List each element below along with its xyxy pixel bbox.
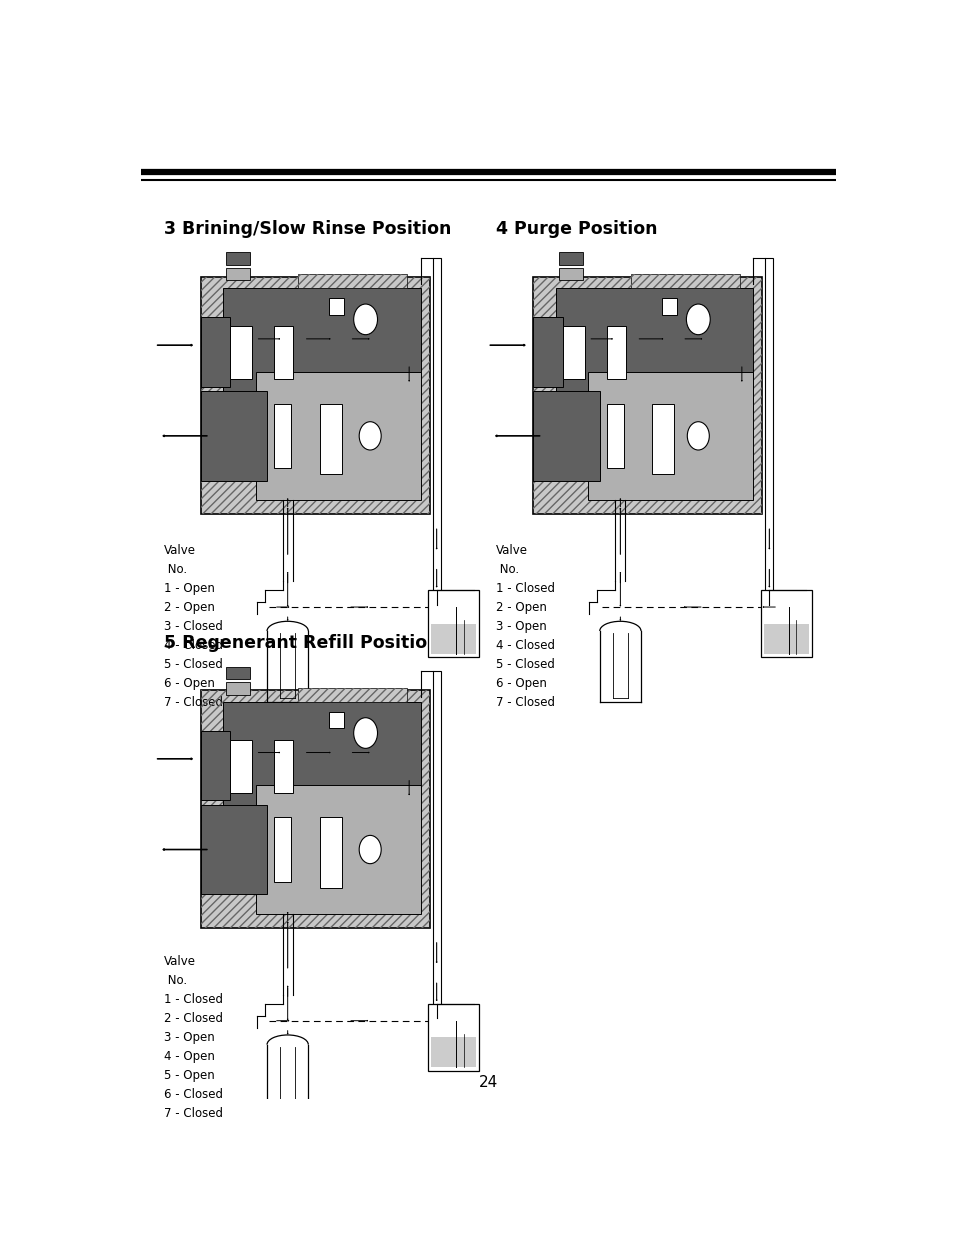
Text: 1 - Closed: 1 - Closed bbox=[496, 582, 555, 595]
Bar bbox=[431, 624, 476, 653]
Text: 4 - Closed: 4 - Closed bbox=[496, 638, 555, 652]
Circle shape bbox=[354, 304, 377, 335]
Circle shape bbox=[686, 421, 709, 450]
Bar bbox=[760, 590, 811, 657]
Bar bbox=[631, 274, 739, 289]
Text: 24: 24 bbox=[478, 1074, 498, 1089]
Text: 2 - Open: 2 - Open bbox=[164, 601, 214, 614]
Bar bbox=[200, 690, 430, 927]
Circle shape bbox=[354, 718, 377, 748]
Circle shape bbox=[359, 835, 381, 863]
Circle shape bbox=[359, 421, 381, 450]
Bar bbox=[428, 1004, 478, 1071]
Bar bbox=[432, 258, 440, 605]
Bar bbox=[298, 274, 406, 289]
Text: 4 Purge Position: 4 Purge Position bbox=[496, 220, 658, 237]
Bar bbox=[432, 672, 440, 1019]
Bar bbox=[298, 274, 406, 289]
Bar bbox=[298, 688, 406, 703]
Text: 5 Regenerant Refill Position: 5 Regenerant Refill Position bbox=[164, 635, 438, 652]
Bar bbox=[428, 590, 478, 657]
Text: No.: No. bbox=[496, 563, 518, 576]
Text: 6 - Open: 6 - Open bbox=[164, 677, 214, 690]
Bar bbox=[274, 818, 291, 882]
Text: 7 - Closed: 7 - Closed bbox=[496, 697, 555, 709]
Bar bbox=[533, 277, 761, 514]
Bar bbox=[230, 326, 252, 379]
Text: 3 - Open: 3 - Open bbox=[496, 620, 546, 632]
Bar bbox=[274, 404, 291, 468]
Bar bbox=[200, 690, 430, 927]
Bar bbox=[200, 277, 430, 514]
Text: 1 - Closed: 1 - Closed bbox=[164, 993, 222, 1005]
Bar bbox=[200, 804, 267, 894]
Bar bbox=[319, 404, 341, 474]
Bar bbox=[606, 326, 625, 379]
Bar bbox=[200, 277, 430, 514]
Bar bbox=[329, 298, 343, 315]
Text: 2 - Open: 2 - Open bbox=[496, 601, 547, 614]
Bar bbox=[606, 404, 623, 468]
Bar bbox=[223, 703, 420, 829]
Text: Valve: Valve bbox=[164, 543, 195, 557]
Bar bbox=[533, 317, 562, 387]
Text: No.: No. bbox=[164, 563, 187, 576]
Bar bbox=[762, 624, 808, 653]
Bar bbox=[223, 289, 420, 415]
Text: 6 - Open: 6 - Open bbox=[496, 677, 547, 690]
Bar bbox=[255, 785, 420, 914]
Text: 5 - Open: 5 - Open bbox=[164, 1068, 214, 1082]
Bar bbox=[226, 667, 250, 679]
Text: 7 - Closed: 7 - Closed bbox=[164, 697, 222, 709]
Text: 5 - Closed: 5 - Closed bbox=[164, 658, 222, 671]
Bar bbox=[558, 268, 582, 280]
Bar bbox=[230, 740, 252, 793]
Bar bbox=[274, 740, 294, 793]
Bar bbox=[588, 372, 753, 500]
Bar bbox=[319, 818, 341, 888]
Bar bbox=[764, 258, 773, 605]
Bar bbox=[533, 391, 599, 480]
Text: Valve: Valve bbox=[164, 955, 195, 967]
Bar bbox=[431, 1037, 476, 1067]
Text: 4 - Closed: 4 - Closed bbox=[164, 638, 222, 652]
Bar bbox=[329, 711, 343, 729]
Text: 7 - Closed: 7 - Closed bbox=[164, 1107, 222, 1120]
Bar bbox=[558, 252, 582, 264]
Bar bbox=[562, 326, 584, 379]
Text: 1 - Open: 1 - Open bbox=[164, 582, 214, 595]
Bar bbox=[226, 682, 250, 694]
Bar bbox=[274, 326, 294, 379]
Bar bbox=[661, 298, 676, 315]
Text: No.: No. bbox=[164, 973, 187, 987]
Bar bbox=[226, 268, 250, 280]
Text: Valve: Valve bbox=[496, 543, 528, 557]
Bar bbox=[200, 391, 267, 480]
Bar bbox=[533, 277, 761, 514]
Text: 4 - Open: 4 - Open bbox=[164, 1050, 214, 1062]
Text: 3 Brining/Slow Rinse Position: 3 Brining/Slow Rinse Position bbox=[164, 220, 451, 237]
Text: 6 - Closed: 6 - Closed bbox=[164, 1088, 222, 1100]
Bar bbox=[200, 317, 230, 387]
Text: 3 - Closed: 3 - Closed bbox=[164, 620, 222, 632]
Bar bbox=[631, 274, 739, 289]
Bar bbox=[200, 731, 230, 800]
Text: 5 - Closed: 5 - Closed bbox=[496, 658, 555, 671]
Bar bbox=[298, 688, 406, 703]
Bar bbox=[556, 289, 753, 415]
Bar bbox=[255, 372, 420, 500]
Bar bbox=[652, 404, 674, 474]
Text: 2 - Closed: 2 - Closed bbox=[164, 1011, 222, 1025]
Text: 3 - Open: 3 - Open bbox=[164, 1031, 214, 1044]
Bar bbox=[226, 252, 250, 264]
Circle shape bbox=[685, 304, 709, 335]
